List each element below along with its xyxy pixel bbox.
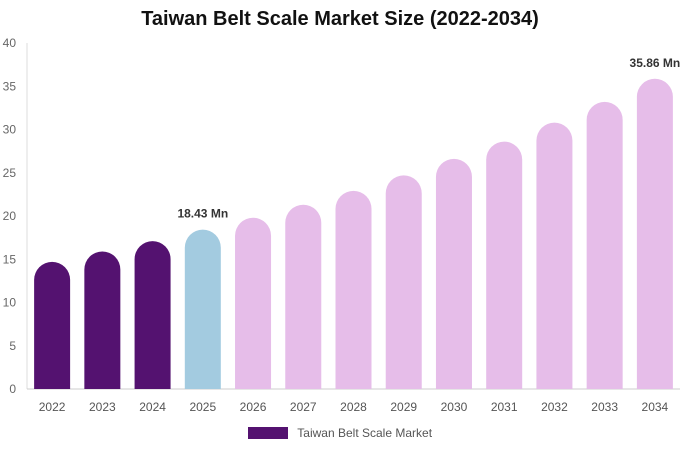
legend-swatch: [247, 426, 288, 439]
x-tick-label: 2022: [39, 400, 66, 414]
x-tick-label: 2030: [441, 400, 468, 414]
bar-2025: [184, 229, 221, 389]
y-tick-label: 10: [3, 296, 17, 310]
x-tick-label: 2027: [290, 400, 317, 414]
bar-2027: [285, 204, 322, 389]
bar-2028: [335, 190, 372, 389]
x-tick-label: 2029: [390, 400, 417, 414]
bar-2030: [435, 158, 472, 389]
data-label: 35.86 Mn: [630, 56, 680, 70]
y-tick-label: 35: [3, 79, 17, 93]
y-tick-label: 25: [3, 166, 17, 180]
x-tick-label: 2034: [642, 400, 669, 414]
bar-2026: [235, 217, 272, 389]
legend-label: Taiwan Belt Scale Market: [297, 425, 433, 440]
y-tick-label: 30: [3, 123, 17, 137]
bar-2032: [536, 122, 573, 389]
y-tick-label: 20: [3, 209, 17, 223]
data-label: 18.43 Mn: [177, 207, 228, 221]
bar-2029: [385, 175, 422, 389]
x-tick-label: 2023: [89, 400, 116, 414]
y-tick-label: 40: [3, 36, 17, 50]
y-tick-label: 15: [3, 252, 17, 266]
bar-2022: [34, 261, 71, 389]
bar-2024: [134, 241, 171, 389]
bar-2023: [84, 251, 121, 389]
x-tick-label: 2031: [491, 400, 518, 414]
x-tick-label: 2025: [189, 400, 216, 414]
bar-2031: [486, 141, 523, 389]
x-tick-label: 2033: [591, 400, 618, 414]
x-tick-label: 2024: [139, 400, 166, 414]
bar-2033: [586, 101, 623, 389]
x-tick-label: 2032: [541, 400, 568, 414]
bar-2034: [636, 78, 673, 389]
y-tick-label: 0: [9, 382, 16, 396]
chart-title: Taiwan Belt Scale Market Size (2022-2034…: [141, 8, 539, 30]
legend: Taiwan Belt Scale Market: [0, 425, 680, 440]
x-tick-label: 2026: [240, 400, 267, 414]
x-tick-label: 2028: [340, 400, 367, 414]
y-tick-label: 5: [9, 339, 16, 353]
